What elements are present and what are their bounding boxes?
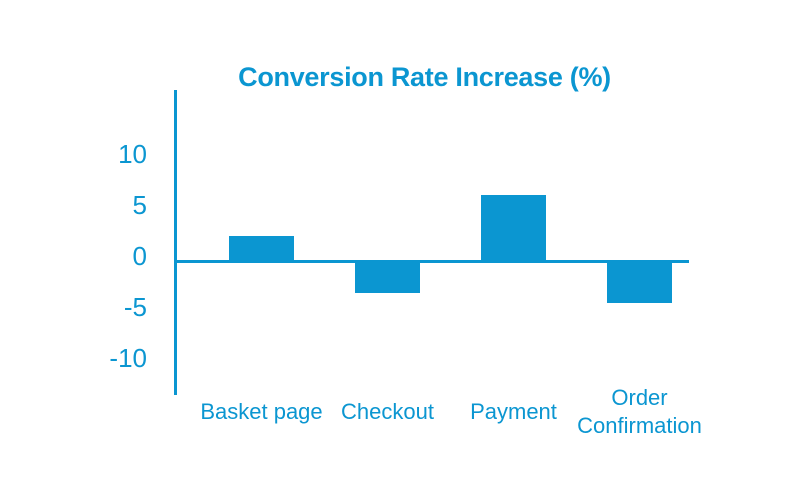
y-axis-line: [174, 90, 177, 395]
category-label: Order Confirmation: [577, 385, 702, 438]
category-label: Payment: [470, 399, 557, 424]
bar-payment: [481, 194, 546, 262]
bar-checkout: [355, 261, 420, 293]
category-label: Basket page: [200, 399, 323, 424]
bar-basket-page: [229, 235, 294, 262]
category-label: Checkout: [341, 399, 434, 424]
bar-order-confirmation: [607, 261, 672, 303]
y-tick-label: 0: [132, 241, 147, 271]
y-tick-label: -5: [123, 292, 147, 322]
y-tick-label: 10: [118, 139, 147, 169]
y-tick-label: -10: [109, 343, 147, 373]
chart-title: Conversion Rate Increase (%): [238, 62, 611, 92]
x-axis-zero-line: [174, 259, 689, 263]
y-tick-label: 5: [132, 190, 147, 220]
